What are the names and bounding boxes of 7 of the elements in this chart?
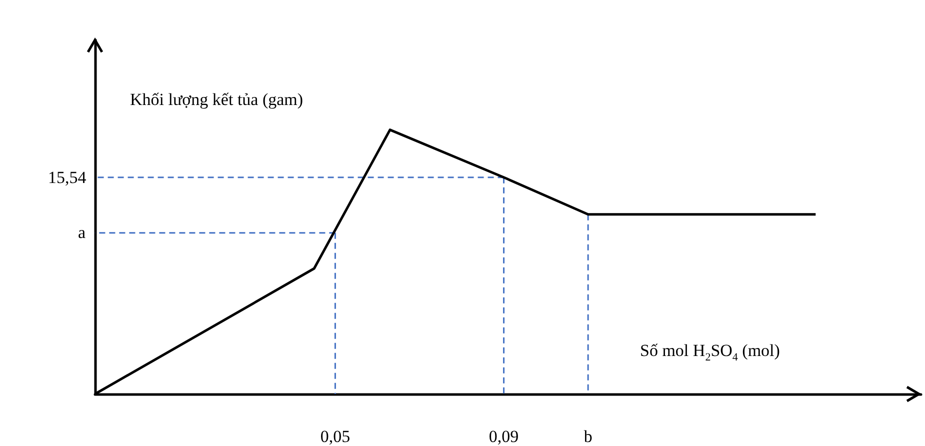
x-axis-title: Số mol H$_{2}$SO$_{4}$ (mol) bbox=[640, 340, 780, 363]
x-tick-label: 0,05 bbox=[320, 427, 350, 446]
text: a bbox=[78, 223, 86, 242]
x-tick-label: 0,09 bbox=[488, 427, 519, 446]
y-axis-title: Khối lượng kết tủa (gam) bbox=[130, 90, 304, 108]
text: 15,54 bbox=[48, 168, 86, 187]
x-tick-label: b bbox=[584, 427, 592, 446]
